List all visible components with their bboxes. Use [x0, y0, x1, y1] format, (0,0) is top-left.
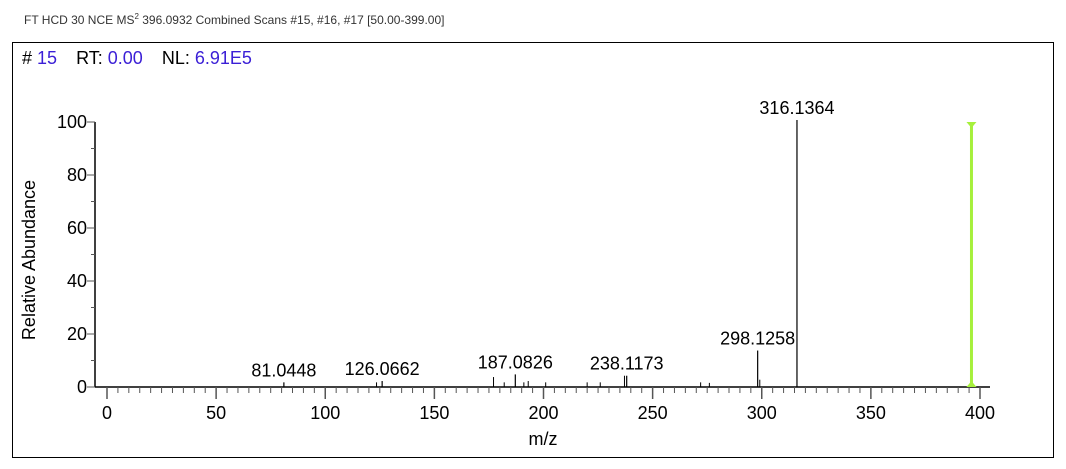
peak-label: 126.0662 — [345, 359, 420, 379]
title-prefix: FT HCD 30 NCE MS — [24, 13, 135, 27]
title-suffix: 396.0932 Combined Scans #15, #16, #17 [5… — [138, 13, 445, 27]
y-tick-label: 0 — [77, 377, 87, 397]
y-axis-label: Relative Abundance — [19, 180, 39, 340]
x-tick-label: 150 — [419, 403, 449, 423]
peak-label: 238.1173 — [590, 354, 664, 374]
y-tick-label: 80 — [67, 165, 87, 185]
y-tick-label: 20 — [67, 324, 87, 344]
scan-value: 15 — [37, 48, 58, 68]
x-tick-label: 300 — [747, 403, 777, 423]
x-tick-label: 250 — [638, 403, 668, 423]
chart-frame — [12, 42, 1054, 458]
precursor-marker-bottom — [966, 381, 977, 387]
rt-label: RT: — [76, 48, 103, 68]
y-tick-label: 60 — [67, 218, 87, 238]
y-tick-label: 40 — [67, 271, 87, 291]
spectrum-title: FT HCD 30 NCE MS2 396.0932 Combined Scan… — [24, 12, 445, 27]
scan-info: # 15 RT: 0.00 NL: 6.91E5 — [22, 48, 266, 69]
scan-label: # — [22, 48, 33, 68]
peak-label: 316.1364 — [759, 98, 834, 118]
nl-value: 6.91E5 — [194, 48, 252, 68]
nl-label: NL: — [161, 48, 190, 68]
title-superscript: 2 — [134, 12, 139, 21]
y-tick-label: 100 — [57, 112, 87, 132]
x-tick-label: 50 — [206, 403, 226, 423]
x-tick-label: 200 — [528, 403, 558, 423]
peak-label: 187.0826 — [478, 352, 553, 372]
rt-value: 0.00 — [107, 48, 143, 68]
x-tick-label: 350 — [856, 403, 886, 423]
precursor-marker-top — [966, 122, 977, 128]
peak-label: 81.0448 — [251, 360, 316, 380]
peak-label: 298.1258 — [720, 329, 795, 349]
x-tick-label: 0 — [102, 403, 112, 423]
x-tick-label: 100 — [310, 403, 340, 423]
x-tick-label: 400 — [965, 403, 995, 423]
x-axis-label: m/z — [529, 429, 558, 449]
